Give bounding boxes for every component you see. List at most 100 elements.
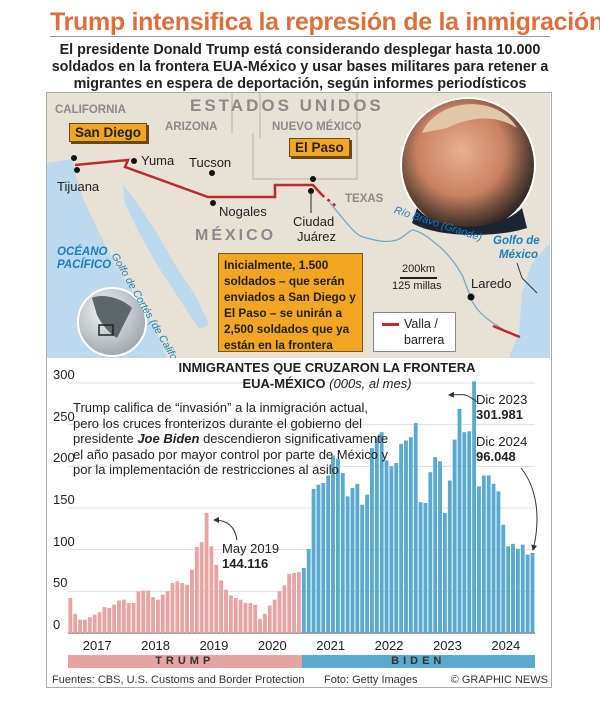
bar xyxy=(267,605,272,633)
bar xyxy=(384,460,389,633)
label-tucson: Tucson xyxy=(189,155,232,170)
graphic-frame xyxy=(46,92,552,688)
bar xyxy=(258,618,262,633)
bar xyxy=(481,475,486,633)
bar xyxy=(78,619,82,633)
bar xyxy=(413,423,418,633)
bar xyxy=(340,473,345,633)
bar xyxy=(87,617,92,633)
bar xyxy=(399,443,404,633)
bar xyxy=(248,603,253,633)
label-yuma: Yuma xyxy=(141,153,175,168)
bar xyxy=(511,543,515,633)
bar xyxy=(370,448,374,633)
label-laredo: Laredo xyxy=(471,276,512,291)
bar xyxy=(331,455,335,633)
period-band-trump: TRUMP xyxy=(68,655,302,668)
bar xyxy=(160,594,165,633)
bar xyxy=(442,513,447,633)
bar xyxy=(447,480,452,633)
bar xyxy=(297,572,301,633)
label-arizona: ARIZONA xyxy=(165,121,218,133)
bar xyxy=(404,440,408,633)
bar xyxy=(131,603,136,633)
y-tick-label: 50 xyxy=(53,575,68,591)
gulf-of-california xyxy=(123,185,209,329)
bar xyxy=(457,408,462,633)
callout-san-diego: San Diego xyxy=(69,123,148,142)
bar xyxy=(233,598,238,633)
scale-km: 200km xyxy=(402,263,436,275)
bar xyxy=(112,604,117,633)
bar xyxy=(107,608,112,633)
scale-miles: 125 millas xyxy=(392,280,442,292)
bar xyxy=(175,581,180,633)
bar xyxy=(68,598,73,633)
bar xyxy=(365,494,370,633)
label-juarez-2: Juárez xyxy=(297,229,337,244)
label-united-states: ESTADOS UNIDOS xyxy=(190,96,384,115)
y-tick-label: 300 xyxy=(53,367,75,382)
bar xyxy=(243,603,248,633)
bar xyxy=(394,463,399,633)
headline: Trump intensifica la represión de la inm… xyxy=(50,8,600,36)
yuma-dot xyxy=(131,158,137,164)
gulf-of-mexico xyxy=(509,243,550,358)
label-pacific-2: PACÍFICO xyxy=(57,259,112,271)
bar xyxy=(292,573,297,633)
nogales-dot xyxy=(210,200,216,206)
bar xyxy=(525,554,530,633)
bar xyxy=(472,381,477,633)
y-tick-label: 200 xyxy=(53,450,75,466)
annotation-arrow xyxy=(213,517,238,541)
ann-label: Dic 2023 xyxy=(476,392,528,407)
bar xyxy=(491,483,496,633)
bar xyxy=(228,595,233,633)
period-band-biden: BIDEN xyxy=(301,655,535,668)
annotation-may-2019: May 2019 144.116 xyxy=(222,541,279,571)
tucson-dot xyxy=(209,170,215,176)
annotation-dec-2023: Dic 2023 301.981 xyxy=(476,392,527,422)
bar xyxy=(287,573,292,633)
bar xyxy=(190,569,194,633)
photo-credit: Foto: Getty Images xyxy=(324,674,418,686)
x-tick-label: 2019 xyxy=(199,638,229,653)
bar xyxy=(530,553,535,633)
label-california: CALIFORNIA xyxy=(55,104,126,116)
bar xyxy=(238,599,243,633)
bar xyxy=(355,483,360,633)
bar xyxy=(350,488,355,633)
bar xyxy=(520,544,525,633)
bar xyxy=(224,589,228,633)
deployment-note: Inicialmente, 1.500 soldados – que serán… xyxy=(218,253,363,352)
x-tick-label: 2022 xyxy=(374,638,404,653)
bar xyxy=(418,502,423,633)
label-nogales: Nogales xyxy=(219,204,267,219)
bar xyxy=(326,475,331,633)
bar xyxy=(335,458,340,633)
tijuana-dot xyxy=(74,167,80,173)
y-tick-label: 150 xyxy=(53,492,75,507)
bar xyxy=(82,619,87,633)
label-gulf-mexico-2: México xyxy=(499,249,538,261)
bar xyxy=(180,583,185,633)
bar xyxy=(462,432,467,633)
ann-label: Dic 2024 xyxy=(476,434,528,449)
label-juarez-1: Ciudad xyxy=(293,214,335,229)
san-diego-dot xyxy=(71,155,77,161)
bar xyxy=(379,432,384,633)
bar xyxy=(515,548,520,633)
bar xyxy=(262,613,267,633)
desc-a: Trump califica de “invasión” a la inmigr… xyxy=(73,400,369,447)
desc-c: descendieron significativamente el año p… xyxy=(73,431,389,478)
crossings-chart: INMIGRANTES QUE CRUZARON LA FRONTERA EUA… xyxy=(47,358,550,673)
map-drawing xyxy=(47,93,550,358)
sources: Fuentes: CBS, U.S. Customs and Border Pr… xyxy=(52,674,305,686)
annotation-arrow xyxy=(448,391,478,403)
ann-value: 301.981 xyxy=(476,407,523,422)
chart-plot xyxy=(68,381,538,634)
annotation-dec-2024: Dic 2024 96.048 xyxy=(476,434,527,464)
copyright: © GRAPHIC NEWS xyxy=(450,674,548,686)
bar xyxy=(194,547,199,633)
bar xyxy=(311,488,316,633)
